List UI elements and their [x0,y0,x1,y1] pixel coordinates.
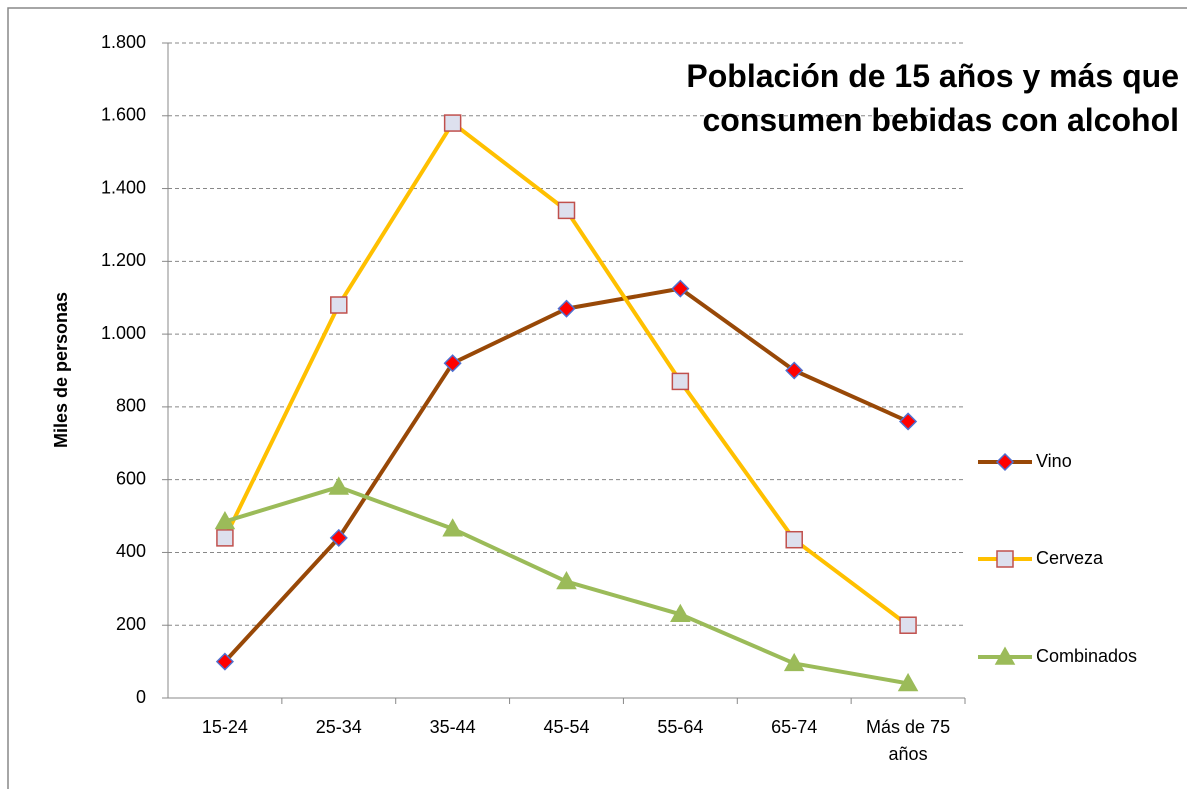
chart-title: Población de 15 años y más que consumen … [686,58,1179,138]
y-tick-label: 1.800 [101,32,146,52]
point [671,279,690,298]
x-tick-label: 15-24 [201,717,248,737]
x-tick-label: 45-54 [543,717,590,737]
point [216,529,234,547]
point [671,372,690,391]
x-tick-label: 65-74 [771,717,818,737]
point [557,201,576,220]
legend-label: Combinados [1036,646,1137,666]
frame [7,7,1187,789]
point [785,361,804,380]
point [330,296,348,314]
point [215,652,234,671]
line [223,286,909,663]
point [899,412,918,431]
point [897,672,919,692]
y-tick-label: 1.400 [101,177,146,197]
point [329,528,348,547]
point [214,510,236,530]
y-tick-label: 1.600 [101,105,146,125]
legend-marker [995,452,1015,472]
point [785,530,803,549]
y-tick-label: 1.200 [101,250,146,270]
y-tick-label: 1.000 [101,323,146,343]
legend-label: Vino [1036,451,1072,471]
y-tick-label: 200 [116,614,146,634]
x-tick-label: 35-44 [429,717,476,737]
y-tick-label: 400 [116,541,146,561]
legend-label: Cerveza [1036,548,1104,568]
point [899,616,917,634]
x-tick-label: 25-34 [315,717,362,737]
point [328,476,350,495]
legend-marker [996,550,1014,568]
x-tick-label: Más de 75 años [866,717,951,764]
legend-marker [994,646,1016,665]
y-tick-label: 600 [116,468,146,488]
y-tick-label: 0 [136,687,146,707]
point [557,299,576,318]
point [670,603,691,623]
point [556,571,577,590]
point [442,518,463,537]
point [783,652,805,672]
y-tick-label: 800 [116,396,146,416]
x-tick-label: 55-64 [657,717,704,737]
point [443,114,462,132]
y-axis-label: Miles de personas [51,292,71,448]
point [443,354,462,373]
